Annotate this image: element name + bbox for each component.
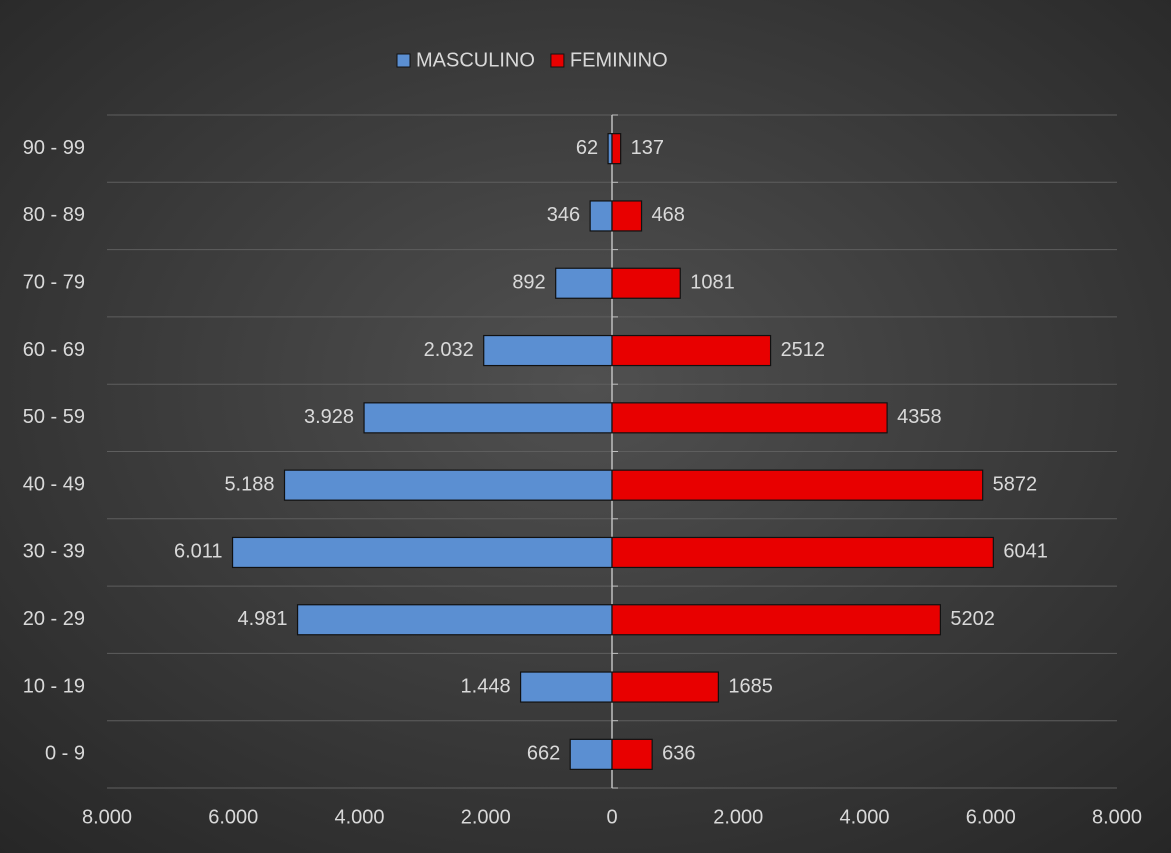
- x-tick-label: 6.000: [208, 806, 258, 828]
- x-tick-label: 0: [606, 806, 617, 828]
- category-label: 20 - 29: [23, 608, 85, 630]
- bar: [611, 469, 984, 501]
- data-label: 1081: [690, 272, 735, 294]
- x-tick-label: 2.000: [713, 806, 763, 828]
- category-label: 40 - 49: [23, 473, 85, 495]
- bar: [611, 200, 643, 232]
- bar: [611, 267, 681, 299]
- bar: [611, 738, 653, 770]
- x-tick-label: 6.000: [966, 806, 1016, 828]
- category-label: 0 - 9: [45, 743, 85, 765]
- data-label: 5202: [950, 608, 995, 630]
- category-label: 70 - 79: [23, 272, 85, 294]
- bar: [283, 469, 613, 501]
- data-label: 62: [576, 137, 598, 159]
- data-label: 2.032: [424, 339, 474, 361]
- bar: [231, 536, 613, 569]
- bar: [611, 671, 719, 703]
- x-tick-label: 2.000: [461, 806, 511, 828]
- legend-label: FEMININO: [570, 49, 668, 71]
- x-tick-label: 4.000: [839, 806, 889, 828]
- category-label: 30 - 39: [23, 541, 85, 563]
- data-label: 1.448: [461, 675, 511, 697]
- category-label: 90 - 99: [23, 137, 85, 159]
- data-label: 1685: [728, 675, 773, 697]
- data-label: 892: [512, 272, 545, 294]
- data-label: 4358: [897, 406, 942, 428]
- x-tick-label: 4.000: [334, 806, 384, 828]
- data-label: 662: [527, 743, 560, 765]
- bar: [483, 334, 613, 367]
- data-label: 346: [547, 204, 580, 226]
- category-label: 80 - 89: [23, 204, 85, 226]
- data-label: 5872: [993, 473, 1037, 495]
- bar: [611, 604, 941, 636]
- bar: [611, 133, 622, 165]
- bar: [611, 334, 772, 367]
- legend-swatch: [550, 53, 565, 68]
- data-label: 636: [662, 743, 695, 765]
- data-label: 468: [652, 204, 685, 226]
- bar: [296, 604, 613, 636]
- bar: [569, 738, 613, 770]
- bar: [519, 671, 613, 703]
- legend-label: MASCULINO: [416, 49, 535, 71]
- bar: [589, 200, 613, 232]
- data-label: 6041: [1003, 541, 1048, 563]
- bar: [363, 402, 613, 434]
- x-tick-label: 8.000: [1092, 806, 1142, 828]
- data-label: 137: [631, 137, 664, 159]
- data-label: 2512: [781, 339, 826, 361]
- bar: [611, 402, 888, 434]
- x-tick-label: 8.000: [82, 806, 132, 828]
- data-label: 4.981: [238, 608, 288, 630]
- category-label: 50 - 59: [23, 406, 85, 428]
- data-label: 3.928: [304, 406, 354, 428]
- bar: [555, 267, 613, 299]
- data-label: 6.011: [174, 541, 223, 563]
- category-label: 10 - 19: [23, 675, 85, 697]
- bar: [611, 536, 994, 569]
- data-label: 5.188: [224, 473, 274, 495]
- legend-swatch: [396, 53, 411, 68]
- category-label: 60 - 69: [23, 339, 85, 361]
